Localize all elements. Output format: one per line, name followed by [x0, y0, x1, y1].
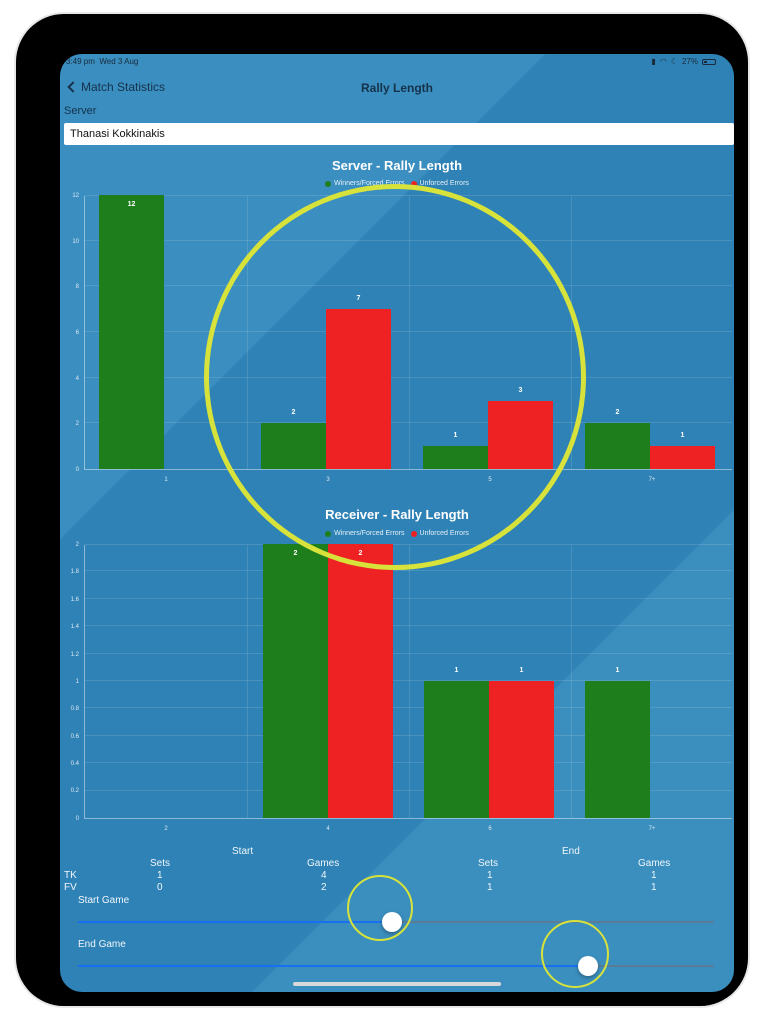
home-indicator[interactable] — [293, 982, 501, 986]
app-screen: 3:49 pm Wed 3 Aug ▮ ◠ ☾ 27% Match Statis… — [60, 54, 734, 992]
status-time: 3:49 pm Wed 3 Aug — [66, 57, 139, 66]
bar-winners-4[interactable]: 2 — [263, 544, 328, 818]
green-dot-icon — [325, 530, 332, 537]
back-button[interactable]: Match Statistics — [66, 80, 165, 94]
bar-unforced-7plus[interactable]: 1 — [650, 432, 715, 469]
server-rally-chart: Server - Rally Length Winners/Forced Err… — [60, 154, 734, 494]
bar-winners-6[interactable]: 1 — [424, 667, 489, 818]
start-game-slider-thumb[interactable] — [382, 912, 402, 932]
plot-area: 12 2 7 1 3 2 1 0 2 4 6 8 10 12 1 3 5 7+ — [72, 193, 732, 483]
start-game-label: Start Game — [78, 895, 130, 906]
battery-percent: 27% — [681, 57, 698, 66]
chart-legend: Winners/Forced Errors Unforced Errors — [60, 530, 734, 537]
bar-winners-7plus[interactable]: 2 — [585, 409, 650, 469]
battery-icon — [702, 58, 716, 65]
receiver-rally-chart: Receiver - Rally Length Winners/Forced E… — [60, 504, 734, 844]
bar-winners-3[interactable]: 2 — [261, 409, 326, 469]
end-header: End — [562, 846, 580, 857]
bar-winners-7plus[interactable]: 1 — [585, 667, 650, 818]
legend-unforced: Unforced Errors — [410, 530, 469, 537]
signal-icon: ▮ — [651, 57, 656, 66]
plot-area: 2 2 1 1 1 0 0.2 0.4 0.6 0.8 1 1.2 1.4 1.… — [71, 542, 732, 832]
bar-winners-5[interactable]: 1 — [423, 432, 488, 469]
end-games-header: Games — [638, 858, 671, 869]
start-sets-header: Sets — [150, 858, 171, 869]
end-game-slider[interactable] — [78, 956, 714, 976]
bar-unforced-5[interactable]: 3 — [488, 387, 553, 469]
page-title: Rally Length — [360, 81, 433, 95]
legend-winners: Winners/Forced Errors — [325, 180, 405, 187]
status-bar: 3:49 pm Wed 3 Aug ▮ ◠ ☾ 27% — [60, 54, 734, 70]
end-sets-header: Sets — [478, 858, 499, 869]
start-header: Start — [232, 846, 254, 857]
back-label: Match Statistics — [81, 80, 166, 94]
start-games-header: Games — [307, 858, 340, 869]
bar-unforced-4[interactable]: 2 — [328, 544, 393, 818]
green-dot-icon — [325, 180, 332, 187]
end-game-slider-thumb[interactable] — [578, 956, 598, 976]
ipad-device-frame: 3:49 pm Wed 3 Aug ▮ ◠ ☾ 27% Match Statis… — [16, 14, 748, 1006]
player-fv: FV — [64, 882, 77, 893]
player-tk: TK — [64, 870, 77, 881]
red-dot-icon — [410, 180, 417, 187]
bar-winners-1[interactable]: 12 — [99, 195, 164, 469]
bar-unforced-6[interactable]: 1 — [489, 667, 554, 818]
status-indicators: ▮ ◠ ☾ 27% — [651, 57, 716, 66]
chart-title: Receiver - Rally Length — [325, 507, 469, 522]
wifi-icon: ◠ — [659, 57, 667, 66]
end-game-label: End Game — [78, 939, 126, 950]
bar-unforced-3[interactable]: 7 — [326, 295, 391, 469]
slider-fill — [78, 965, 588, 967]
navigation-bar: Match Statistics Rally Length — [60, 76, 734, 100]
moon-icon: ☾ — [670, 57, 678, 66]
legend-winners: Winners/Forced Errors — [325, 530, 405, 537]
legend-unforced: Unforced Errors — [410, 180, 469, 187]
chart-legend: Winners/Forced Errors Unforced Errors — [60, 180, 734, 187]
chart-title: Server - Rally Length — [331, 158, 463, 173]
red-dot-icon — [410, 530, 417, 537]
server-label: Server — [64, 105, 97, 117]
start-game-slider[interactable] — [78, 912, 714, 932]
slider-fill — [78, 921, 392, 923]
server-picker[interactable]: Thanasi Kokkinakis — [64, 123, 734, 145]
